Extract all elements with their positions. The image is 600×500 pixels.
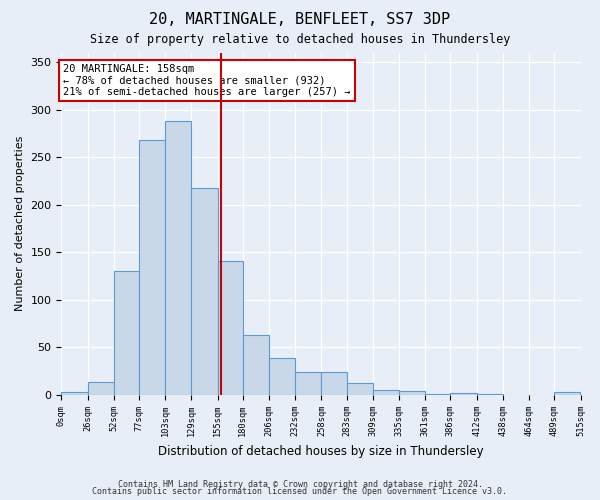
Bar: [165, 121, 191, 395]
Bar: [88, 382, 114, 395]
Text: Contains HM Land Registry data © Crown copyright and database right 2024.: Contains HM Land Registry data © Crown c…: [118, 480, 482, 489]
Bar: [191, 188, 218, 395]
Bar: [451, 393, 476, 395]
Text: Contains public sector information licensed under the Open Government Licence v3: Contains public sector information licen…: [92, 487, 508, 496]
Bar: [322, 372, 347, 395]
Bar: [218, 261, 243, 395]
X-axis label: Distribution of detached houses by size in Thundersley: Distribution of detached houses by size …: [158, 444, 484, 458]
Text: Size of property relative to detached houses in Thundersley: Size of property relative to detached ho…: [90, 32, 510, 46]
Bar: [425, 394, 451, 395]
Bar: [373, 390, 399, 395]
Bar: [269, 358, 295, 395]
Bar: [554, 392, 580, 395]
Bar: [399, 391, 425, 395]
Text: 20 MARTINGALE: 158sqm
← 78% of detached houses are smaller (932)
21% of semi-det: 20 MARTINGALE: 158sqm ← 78% of detached …: [64, 64, 351, 97]
Bar: [114, 272, 139, 395]
Bar: [61, 392, 88, 395]
Bar: [295, 372, 322, 395]
Bar: [243, 335, 269, 395]
Bar: [476, 394, 503, 395]
Text: 20, MARTINGALE, BENFLEET, SS7 3DP: 20, MARTINGALE, BENFLEET, SS7 3DP: [149, 12, 451, 28]
Bar: [347, 382, 373, 395]
Y-axis label: Number of detached properties: Number of detached properties: [15, 136, 25, 312]
Bar: [139, 140, 165, 395]
